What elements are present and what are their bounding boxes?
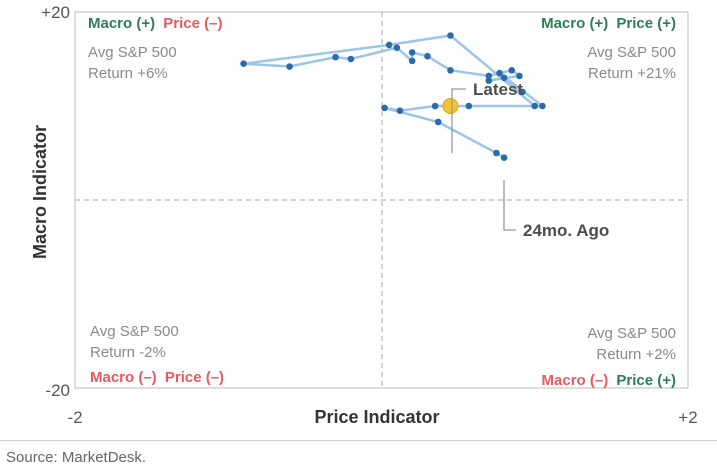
data-point <box>447 66 454 74</box>
data-point <box>500 74 508 82</box>
quadrant-top-left-header: Macro (+) Price (–) <box>88 15 222 32</box>
data-point <box>519 88 526 96</box>
chart-canvas: +20 -20 -2 +2 Price Indicator Macro Indi… <box>30 3 698 427</box>
quadrant-top-left-macro: Macro (+) <box>88 15 155 32</box>
y-axis-title: Macro Indicator <box>30 125 50 259</box>
quadrant-bottom-right-price: Price (+) <box>616 372 676 389</box>
data-point <box>465 102 473 110</box>
data-point <box>286 63 293 70</box>
data-point <box>493 149 500 157</box>
quadrant-bottom-left-return: Return -2% <box>90 344 166 361</box>
quadrant-bottom-right-return: Return +2% <box>596 346 676 363</box>
data-point <box>393 44 401 52</box>
x-tick-right: +2 <box>678 408 697 427</box>
data-point <box>240 60 247 67</box>
quadrant-top-right-macro: Macro (+) <box>541 15 608 32</box>
data-point <box>332 53 339 61</box>
data-point <box>408 57 416 65</box>
source-note: Source: MarketDesk. <box>6 449 147 466</box>
data-point <box>508 66 516 74</box>
data-point <box>347 55 355 63</box>
quadrant-top-right-avg: Avg S&P 500 <box>587 44 676 61</box>
quadrant-top-right-price: Price (+) <box>616 15 676 32</box>
data-series <box>240 32 546 161</box>
data-point <box>516 72 523 80</box>
data-point <box>485 72 493 80</box>
data-point <box>385 41 393 49</box>
data-point <box>431 102 439 110</box>
quadrant-bottom-left-avg: Avg S&P 500 <box>90 323 179 340</box>
quadrant-top-left-price: Price (–) <box>163 15 222 32</box>
data-point <box>539 102 546 110</box>
quadrant-bottom-right-macro: Macro (–) <box>542 372 609 389</box>
quadrant-bottom-left-header: Macro (–) Price (–) <box>90 369 224 386</box>
quadrant-bottom-left-macro: Macro (–) <box>90 369 157 386</box>
y-tick-bottom: -20 <box>45 381 70 400</box>
data-point <box>496 69 503 77</box>
data-point <box>381 104 388 112</box>
quadrant-bottom-right-avg: Avg S&P 500 <box>587 325 676 342</box>
data-point <box>531 102 539 110</box>
data-point <box>424 52 431 60</box>
quadrant-top-right-return: Return +21% <box>588 65 676 82</box>
footer-divider <box>0 440 717 441</box>
quadrant-top-left-avg: Avg S&P 500 <box>88 44 177 61</box>
x-tick-left: -2 <box>67 408 82 427</box>
quadrant-top-left-return: Return +6% <box>88 65 168 82</box>
data-point <box>408 49 416 56</box>
data-point <box>434 118 442 126</box>
quadrant-bottom-right-header: Macro (–) Price (+) <box>542 372 676 389</box>
quadrant-top-right-header: Macro (+) Price (+) <box>541 15 676 32</box>
latest-annotation: Latest <box>473 80 523 99</box>
data-point <box>485 77 493 84</box>
latest-callout-leader <box>451 88 466 153</box>
ago-annotation: 24mo. Ago <box>523 221 609 240</box>
latest-point <box>442 98 459 114</box>
y-tick-top: +20 <box>41 3 70 22</box>
quadrant-bottom-left-price: Price (–) <box>165 369 224 386</box>
x-axis-title: Price Indicator <box>314 407 439 427</box>
data-point <box>447 32 454 39</box>
data-point <box>500 154 508 161</box>
ago-callout-leader <box>503 180 516 231</box>
data-point <box>396 107 404 114</box>
